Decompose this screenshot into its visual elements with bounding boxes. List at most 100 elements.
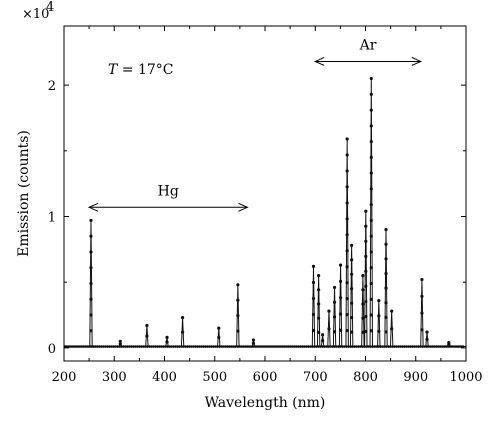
data-point [217, 326, 221, 330]
baseline-point [91, 345, 95, 348]
annotation-arrowhead-left [87, 202, 99, 212]
data-point [369, 313, 373, 317]
baseline-point [256, 345, 260, 348]
baseline-point [347, 345, 350, 348]
baseline-point [399, 345, 402, 348]
annotation-arrowhead-left [314, 57, 325, 66]
data-point [345, 137, 349, 141]
data-point [89, 281, 93, 286]
data-point [350, 243, 354, 247]
baseline-point [272, 345, 276, 348]
data-point [369, 266, 373, 270]
baseline-point [389, 345, 392, 348]
peak-812 [369, 76, 373, 333]
data-point [345, 297, 349, 301]
x-tick-label: 600 [253, 370, 278, 385]
baseline-point [73, 345, 77, 348]
baseline-point [65, 345, 69, 348]
data-point [361, 288, 365, 292]
baseline-point [144, 345, 147, 348]
baseline-point [103, 345, 107, 348]
data-point [369, 108, 373, 112]
baseline-point [359, 345, 362, 348]
data-point [345, 185, 349, 189]
baseline-point [124, 345, 127, 348]
baseline-point [89, 345, 93, 348]
baseline-point [314, 345, 318, 348]
x-axis-label: Wavelength (nm) [205, 395, 326, 411]
baseline-point [381, 345, 384, 348]
baseline-point [367, 345, 370, 348]
data-point [420, 328, 424, 332]
baseline-point [357, 345, 360, 348]
data-point [118, 339, 122, 343]
baseline-point [282, 345, 286, 348]
baseline-point [93, 345, 97, 348]
data-point [338, 279, 343, 283]
baseline-point [222, 345, 226, 348]
baseline-point [425, 345, 429, 348]
baseline-point [260, 345, 264, 348]
peak-912 [420, 277, 424, 332]
baseline-point [353, 345, 356, 348]
data-point [364, 299, 368, 304]
baseline-point [107, 345, 111, 348]
baseline-point [216, 345, 220, 348]
data-point [89, 234, 93, 238]
baseline-point [138, 345, 141, 348]
region-annotation-hg: Hg [87, 183, 249, 212]
baseline-point [178, 345, 181, 348]
baseline-point [101, 345, 105, 348]
data-point [317, 288, 321, 292]
baseline-point [337, 345, 340, 348]
data-point [447, 341, 451, 345]
baseline-point [421, 345, 425, 348]
data-point [89, 313, 93, 317]
data-point [361, 316, 365, 320]
peak-707 [317, 274, 321, 334]
data-point [89, 297, 93, 301]
baseline-point [300, 345, 304, 348]
baseline-point [461, 345, 465, 348]
baseline-point [379, 345, 382, 348]
data-point [345, 201, 349, 205]
data-point [311, 280, 316, 285]
baseline-point [254, 345, 258, 348]
baseline-point [176, 345, 179, 348]
data-point [251, 341, 256, 345]
baseline-point [258, 345, 262, 348]
x-tick-label: 500 [202, 370, 227, 385]
baseline-point [214, 345, 218, 348]
baseline-point [308, 345, 312, 348]
baseline-point [156, 345, 159, 348]
data-point [377, 298, 381, 303]
baseline-point [294, 345, 298, 348]
peak-852 [390, 309, 394, 331]
peak-727 [327, 309, 331, 331]
baseline-point [391, 345, 394, 348]
baseline-point [230, 345, 234, 348]
peak-508 [217, 326, 221, 339]
baseline-point [417, 345, 421, 348]
baseline-point [174, 345, 177, 348]
temperature-value: = 17°C [117, 62, 173, 78]
data-point [311, 312, 316, 317]
baseline-point [194, 345, 197, 348]
annotation-arrowhead-right [411, 57, 423, 66]
data-point [384, 228, 388, 232]
data-point [165, 340, 169, 344]
baseline-point [111, 345, 115, 348]
baseline-point [190, 345, 193, 348]
data-point [236, 298, 240, 302]
spectrum-line [64, 78, 466, 348]
baseline-point [238, 345, 242, 348]
baseline-point [164, 345, 167, 348]
baseline-point [234, 345, 238, 348]
data-point [338, 263, 343, 267]
data-point [361, 302, 365, 306]
baseline-point [248, 345, 252, 348]
data-point [384, 257, 388, 261]
baseline-point [383, 345, 386, 348]
data-point [321, 339, 325, 343]
data-point [118, 342, 122, 346]
